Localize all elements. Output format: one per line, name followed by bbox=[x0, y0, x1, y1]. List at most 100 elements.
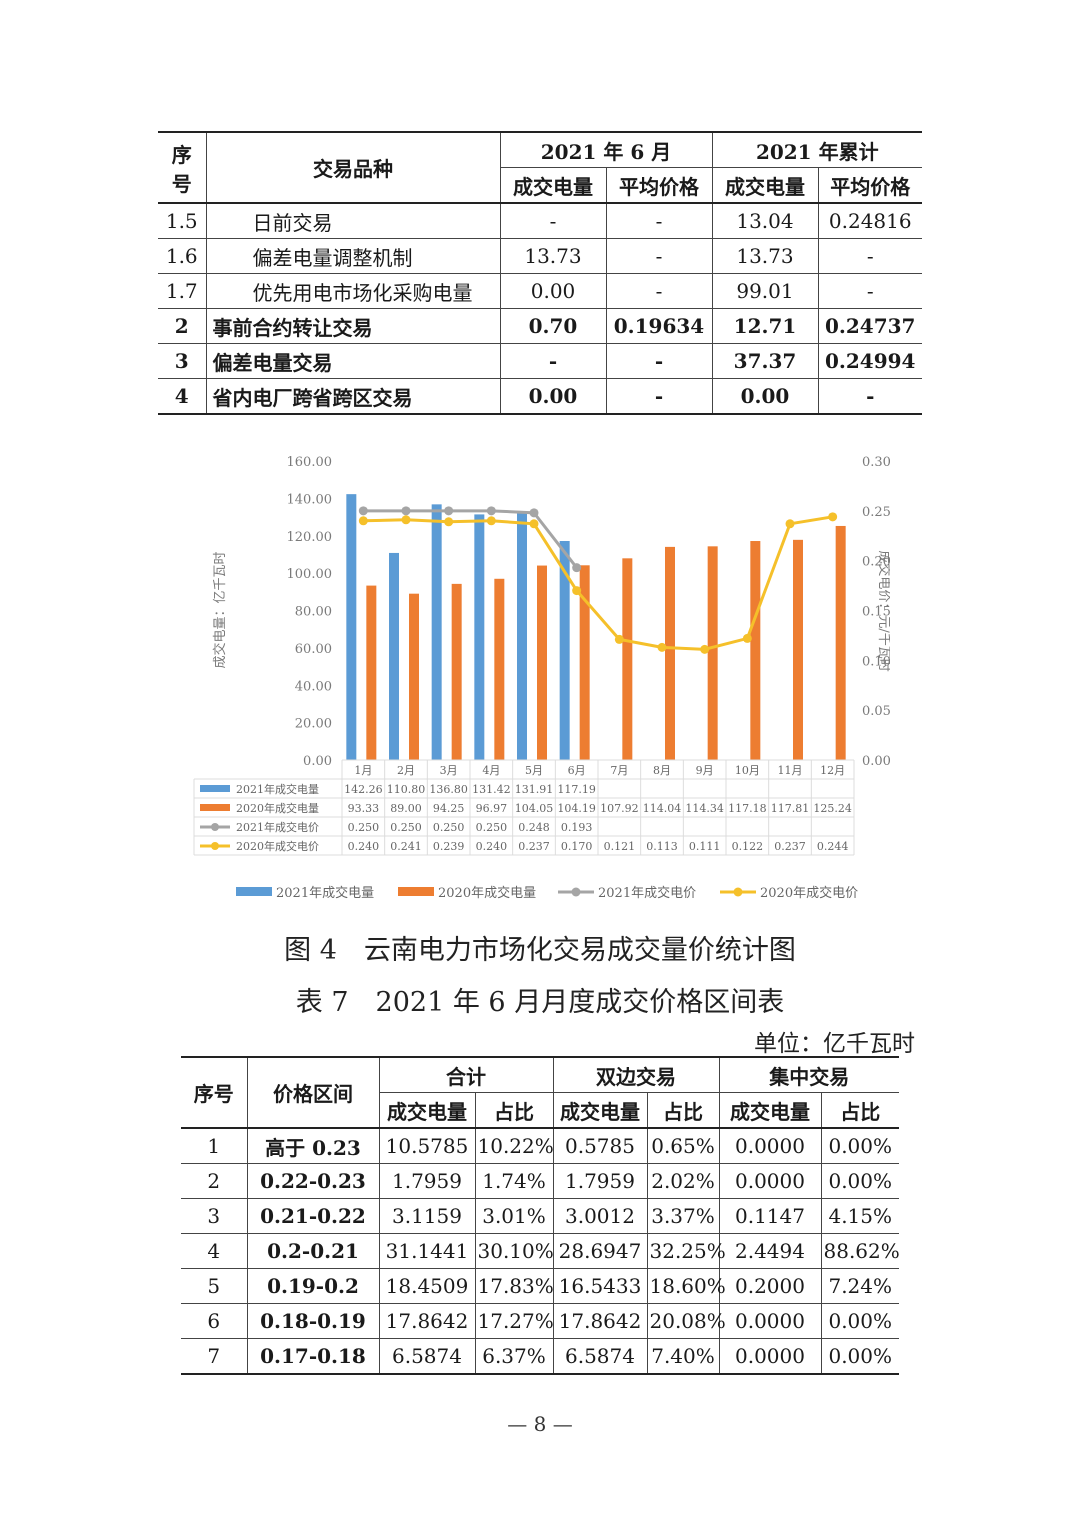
series-name: 2021年成交电量 bbox=[236, 782, 319, 796]
row-total-volume: 18.4509 bbox=[379, 1269, 475, 1304]
row-price-range: 0.22-0.23 bbox=[247, 1164, 379, 1199]
row-cum-price: 0.24994 bbox=[818, 344, 922, 379]
row-cum-volume: 0.00 bbox=[712, 379, 818, 415]
row-seq: 2 bbox=[158, 309, 206, 344]
row-month-volume: 0.00 bbox=[500, 379, 606, 415]
row-cum-volume: 99.01 bbox=[712, 274, 818, 309]
line-series bbox=[359, 506, 837, 654]
header-range: 价格区间 bbox=[247, 1057, 379, 1128]
row-bilateral-share: 18.60% bbox=[647, 1269, 719, 1304]
table-row: 1.7 优先用电市场化采购电量 0.00-99.01- bbox=[158, 274, 922, 309]
bar-2020年成交电量 bbox=[494, 579, 504, 760]
row-month-volume: - bbox=[500, 344, 606, 379]
row-bilateral-volume: 17.8642 bbox=[553, 1304, 647, 1339]
legend-key bbox=[572, 888, 581, 897]
table-row: 4 0.2-0.21 31.1441 30.10% 28.6947 32.25% 2.449… bbox=[181, 1234, 899, 1269]
row-centralized-volume: 0.0000 bbox=[719, 1128, 821, 1164]
data-value: 0.250 bbox=[390, 821, 422, 834]
row-category: 偏差电量交易 bbox=[206, 344, 500, 379]
row-category: 优先用电市场化采购电量 bbox=[206, 274, 500, 309]
chart-data-table: 1月 2月 3月 4月 5月 6月 7月 8月 9月 10月 11月 12月2021年成交电量 142.… bbox=[194, 760, 854, 855]
left-tick-label: 100.00 bbox=[287, 567, 333, 582]
row-month-price: - bbox=[606, 274, 712, 309]
price-range-body: 1 高于 0.23 10.5785 10.22% 0.5785 0.65% 0.0000 0.… bbox=[181, 1128, 899, 1374]
row-cum-volume: 37.37 bbox=[712, 344, 818, 379]
data-value: 0.250 bbox=[348, 821, 380, 834]
data-value: 0.113 bbox=[646, 840, 678, 853]
data-value: 117.19 bbox=[557, 783, 596, 796]
figure-caption: 图 4 云南电力市场化交易成交量价统计图 bbox=[0, 928, 1080, 967]
row-price-range: 0.21-0.22 bbox=[247, 1199, 379, 1234]
row-centralized-share: 0.00% bbox=[821, 1339, 899, 1375]
legend-label: 2021年成交电量 bbox=[276, 885, 374, 901]
row-seq: 5 bbox=[181, 1269, 247, 1304]
row-total-volume: 1.7959 bbox=[379, 1164, 475, 1199]
table-row: 1.6 偏差电量调整机制 13.73-13.73- bbox=[158, 239, 922, 274]
row-total-volume: 10.5785 bbox=[379, 1128, 475, 1164]
right-tick-label: 0.250 bbox=[862, 505, 890, 520]
table-row: 1 高于 0.23 10.5785 10.22% 0.5785 0.65% 0.0000 0.… bbox=[181, 1128, 899, 1164]
data-value: 0.239 bbox=[433, 840, 465, 853]
header-cum-volume: 成交电量 bbox=[712, 168, 818, 204]
data-value: 0.237 bbox=[774, 840, 806, 853]
row-centralized-share: 88.62% bbox=[821, 1234, 899, 1269]
header-category: 交易品种 bbox=[206, 132, 500, 203]
point-2021年成交电价 bbox=[572, 563, 581, 572]
header-bilateral-share: 占比 bbox=[647, 1093, 719, 1129]
row-cum-price: - bbox=[818, 274, 922, 309]
left-tick-label: 140.00 bbox=[287, 492, 333, 507]
bar-2020年成交电量 bbox=[409, 594, 419, 760]
row-seq: 6 bbox=[181, 1304, 247, 1339]
row-total-share: 17.83% bbox=[475, 1269, 553, 1304]
table-row: 2 事前合约转让交易 0.70 0.19634 12.71 0.24737 bbox=[158, 309, 922, 344]
point-2021年成交电价 bbox=[487, 506, 496, 515]
point-2020年成交电价 bbox=[444, 517, 453, 526]
left-axis-ticks: 0.00 20.00 40.00 60.00 80.00 100.00 120.00 140.… bbox=[287, 455, 333, 769]
left-tick-label: 40.00 bbox=[295, 679, 332, 694]
row-month-price: - bbox=[606, 344, 712, 379]
category-label: 10月 bbox=[735, 764, 760, 777]
row-price-range: 0.18-0.19 bbox=[247, 1304, 379, 1339]
left-tick-label: 80.00 bbox=[295, 605, 332, 620]
row-month-volume: 13.73 bbox=[500, 239, 606, 274]
legend-key bbox=[398, 887, 434, 896]
legend-label: 2020年成交电价 bbox=[760, 885, 858, 901]
page-number: — 8 — bbox=[0, 1412, 1080, 1436]
row-total-volume: 3.1159 bbox=[379, 1199, 475, 1234]
bar-2020年成交电量 bbox=[750, 541, 760, 760]
data-value: 125.24 bbox=[813, 802, 852, 815]
trade-summary-body: 1.5 日前交易 - -13.04 0.24816 1.6 偏差电量调整机制 13.73-13… bbox=[158, 203, 922, 414]
header-bilateral: 双边交易 bbox=[553, 1057, 719, 1093]
category-label: 9月 bbox=[696, 764, 714, 777]
trade-summary-table: 序号 交易品种 2021 年 6 月 2021 年累计 成交电量 平均价格 成交… bbox=[158, 131, 922, 415]
bar-2020年成交电量 bbox=[452, 584, 462, 760]
header-centralized: 集中交易 bbox=[719, 1057, 899, 1093]
data-value: 131.91 bbox=[515, 783, 554, 796]
data-value: 0.193 bbox=[561, 821, 593, 834]
point-2021年成交电价 bbox=[359, 506, 368, 515]
row-total-share: 3.01% bbox=[475, 1199, 553, 1234]
row-centralized-share: 7.24% bbox=[821, 1269, 899, 1304]
data-value: 0.250 bbox=[476, 821, 508, 834]
point-2021年成交电价 bbox=[530, 508, 539, 517]
row-bilateral-volume: 6.5874 bbox=[553, 1339, 647, 1375]
point-2020年成交电价 bbox=[615, 635, 624, 644]
row-centralized-volume: 0.0000 bbox=[719, 1304, 821, 1339]
row-bilateral-share: 7.40% bbox=[647, 1339, 719, 1375]
data-value: 89.00 bbox=[390, 802, 422, 815]
left-tick-label: 20.00 bbox=[295, 717, 332, 732]
header-group-cumulative: 2021 年累计 bbox=[712, 132, 922, 168]
row-category: 省内电厂跨省跨区交易 bbox=[206, 379, 500, 415]
row-centralized-volume: 0.1147 bbox=[719, 1199, 821, 1234]
row-seq: 4 bbox=[181, 1234, 247, 1269]
right-tick-label: 0.050 bbox=[862, 704, 890, 719]
series-key bbox=[200, 804, 230, 811]
row-cum-volume: 13.73 bbox=[712, 239, 818, 274]
point-2020年成交电价 bbox=[828, 512, 837, 521]
data-value: 0.244 bbox=[817, 840, 849, 853]
row-total-share: 10.22% bbox=[475, 1128, 553, 1164]
bar-2020年成交电量 bbox=[537, 566, 547, 760]
row-bilateral-volume: 16.5433 bbox=[553, 1269, 647, 1304]
row-category: 日前交易 bbox=[206, 203, 500, 239]
row-total-share: 17.27% bbox=[475, 1304, 553, 1339]
